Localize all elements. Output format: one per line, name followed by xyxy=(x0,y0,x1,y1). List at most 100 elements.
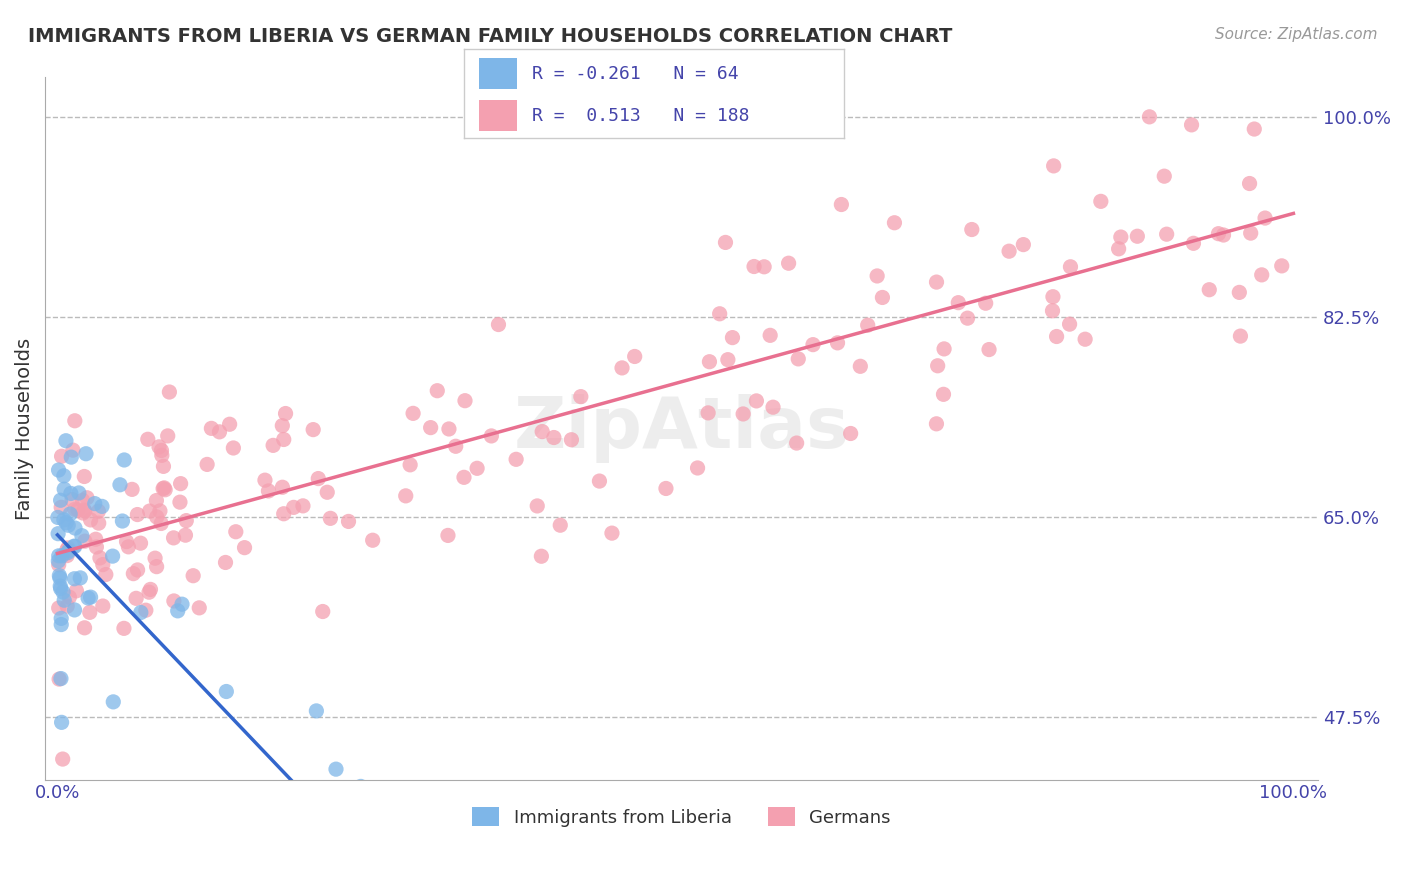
Point xyxy=(108,477,131,491)
Point xyxy=(977,343,1000,357)
Point xyxy=(145,510,167,524)
Point xyxy=(52,585,75,599)
Point xyxy=(52,468,75,483)
Point xyxy=(53,482,76,496)
Point xyxy=(1045,329,1067,343)
Point xyxy=(63,572,86,586)
Text: R =  0.513   N = 188: R = 0.513 N = 188 xyxy=(533,107,749,125)
Point xyxy=(305,704,328,718)
Point xyxy=(883,216,905,230)
Point xyxy=(70,529,93,543)
Point xyxy=(222,441,245,455)
Point xyxy=(55,546,77,560)
Point xyxy=(115,534,138,549)
Point xyxy=(79,605,101,619)
Point xyxy=(932,342,955,356)
Bar xyxy=(479,58,517,89)
Point xyxy=(153,481,176,495)
Point xyxy=(337,515,360,529)
Point xyxy=(49,571,72,585)
Point xyxy=(697,406,720,420)
Point xyxy=(138,504,160,518)
Point xyxy=(295,817,318,831)
Point xyxy=(392,805,415,819)
Point xyxy=(56,599,79,614)
Point xyxy=(759,328,782,343)
Point xyxy=(1198,283,1220,297)
Point xyxy=(48,463,70,477)
Point xyxy=(73,469,96,483)
Point xyxy=(112,453,135,467)
Point xyxy=(73,503,96,517)
Point xyxy=(262,438,284,452)
Point xyxy=(169,495,191,509)
Point xyxy=(225,524,247,539)
Point xyxy=(1243,122,1265,136)
Point xyxy=(73,621,96,635)
Point xyxy=(273,433,295,447)
Point xyxy=(58,543,80,558)
Point xyxy=(52,513,75,527)
Point xyxy=(271,418,294,433)
Point xyxy=(48,558,70,572)
Point xyxy=(927,359,949,373)
Point xyxy=(1042,303,1064,318)
Point xyxy=(135,603,157,617)
Point xyxy=(56,543,79,558)
Point xyxy=(291,499,314,513)
Point xyxy=(200,421,222,435)
Point xyxy=(162,531,184,545)
Point xyxy=(1074,332,1097,346)
Point xyxy=(444,439,467,453)
Point xyxy=(1208,227,1230,241)
Point xyxy=(117,540,139,554)
Point xyxy=(63,502,86,516)
Point xyxy=(872,290,894,304)
Point xyxy=(302,423,325,437)
Point xyxy=(827,335,849,350)
Point xyxy=(426,384,449,398)
Point xyxy=(1180,118,1202,132)
Point xyxy=(560,433,582,447)
Point xyxy=(505,452,527,467)
Point xyxy=(1156,227,1178,242)
Point xyxy=(48,601,70,615)
Point xyxy=(745,393,768,408)
Point xyxy=(655,482,678,496)
Point xyxy=(543,430,565,444)
Point xyxy=(72,493,94,508)
Point xyxy=(399,458,422,472)
Point xyxy=(1059,317,1081,331)
Point xyxy=(91,599,114,613)
Point xyxy=(46,510,69,524)
Point xyxy=(84,533,107,547)
Point xyxy=(101,549,124,563)
Point xyxy=(63,414,86,428)
Point xyxy=(588,474,610,488)
Point xyxy=(46,526,69,541)
Point xyxy=(733,407,755,421)
Point xyxy=(48,549,70,563)
Legend: Immigrants from Liberia, Germans: Immigrants from Liberia, Germans xyxy=(465,800,898,834)
Point xyxy=(60,450,83,464)
Point xyxy=(600,526,623,541)
Point xyxy=(437,528,460,542)
Point xyxy=(170,597,193,611)
Point xyxy=(1012,237,1035,252)
Point xyxy=(91,558,114,572)
Point xyxy=(63,540,86,554)
Point xyxy=(51,500,73,515)
Point xyxy=(157,384,180,399)
Point xyxy=(1250,268,1272,282)
Point xyxy=(94,567,117,582)
Point xyxy=(856,318,879,333)
Y-axis label: Family Households: Family Households xyxy=(15,337,34,519)
Point xyxy=(1153,169,1175,184)
Point xyxy=(849,359,872,374)
Point xyxy=(257,483,280,498)
Point xyxy=(63,539,86,553)
Point xyxy=(714,235,737,250)
Text: Source: ZipAtlas.com: Source: ZipAtlas.com xyxy=(1215,27,1378,42)
Point xyxy=(1239,177,1261,191)
Point xyxy=(1108,242,1130,256)
